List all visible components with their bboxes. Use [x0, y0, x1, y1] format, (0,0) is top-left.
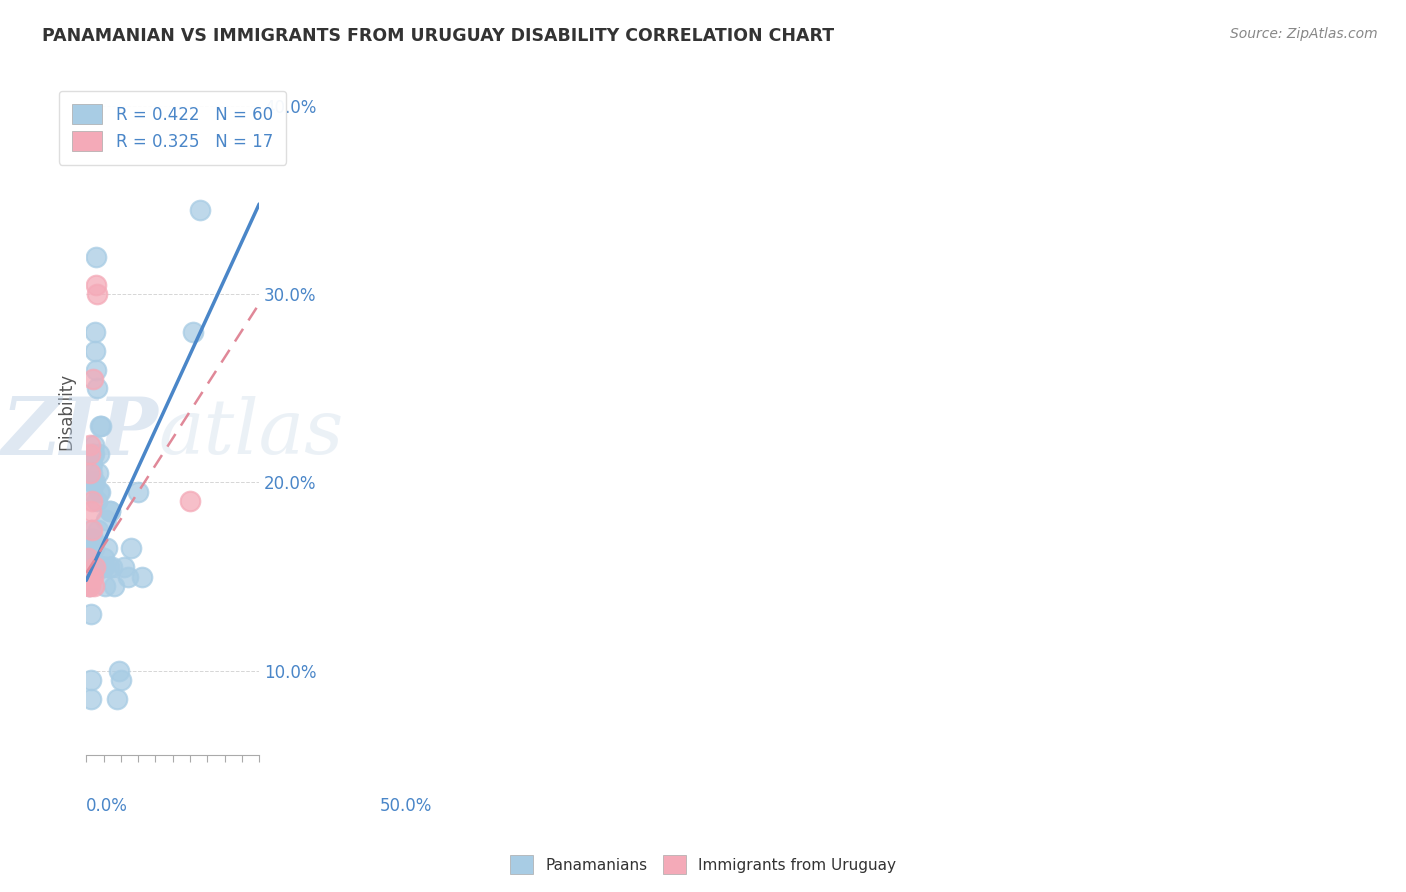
Y-axis label: Disability: Disability: [58, 374, 75, 450]
Point: [79, 438, 101, 452]
Point: [80, 504, 103, 518]
Point: [84, 362, 107, 376]
Point: [80, 523, 103, 537]
Point: [89, 484, 111, 499]
Point: [80, 607, 103, 622]
Point: [84, 325, 107, 339]
Point: [80, 541, 103, 556]
Text: Source: ZipAtlas.com: Source: ZipAtlas.com: [1230, 27, 1378, 41]
Point: [94, 579, 117, 593]
Point: [82, 475, 104, 490]
Point: [79, 560, 101, 574]
Point: [108, 664, 131, 678]
Point: [101, 560, 124, 574]
Text: ZIP: ZIP: [1, 393, 159, 471]
Point: [107, 692, 129, 706]
Point: [83, 541, 105, 556]
Point: [80, 494, 103, 508]
Point: [83, 579, 105, 593]
Point: [98, 504, 121, 518]
Point: [79, 541, 101, 556]
Point: [131, 569, 153, 583]
Point: [93, 560, 115, 574]
Text: 0.0%: 0.0%: [86, 797, 128, 814]
Point: [112, 560, 135, 574]
Point: [179, 494, 201, 508]
Point: [110, 673, 132, 687]
Point: [80, 475, 103, 490]
Point: [77, 569, 100, 583]
Point: [89, 484, 111, 499]
Point: [90, 419, 112, 434]
Point: [79, 550, 101, 565]
Point: [86, 381, 108, 395]
Point: [79, 550, 101, 565]
Point: [93, 550, 115, 565]
Text: PANAMANIAN VS IMMIGRANTS FROM URUGUAY DISABILITY CORRELATION CHART: PANAMANIAN VS IMMIGRANTS FROM URUGUAY DI…: [42, 27, 834, 45]
Text: atlas: atlas: [159, 395, 344, 469]
Point: [82, 569, 104, 583]
Point: [79, 466, 101, 480]
Point: [77, 550, 100, 565]
Point: [86, 494, 108, 508]
Point: [84, 475, 107, 490]
Point: [86, 287, 108, 301]
Point: [80, 523, 103, 537]
Point: [82, 466, 104, 480]
Point: [90, 560, 112, 574]
Point: [100, 504, 122, 518]
Point: [84, 343, 107, 358]
Point: [83, 447, 105, 461]
Point: [91, 560, 114, 574]
Legend: R = 0.422   N = 60, R = 0.325   N = 17: R = 0.422 N = 60, R = 0.325 N = 17: [59, 91, 287, 165]
Point: [79, 579, 101, 593]
Point: [80, 673, 103, 687]
Point: [97, 560, 120, 574]
Point: [84, 277, 107, 292]
Point: [80, 560, 103, 574]
Text: 50.0%: 50.0%: [380, 797, 432, 814]
Point: [87, 447, 110, 461]
Point: [80, 692, 103, 706]
Point: [86, 466, 108, 480]
Point: [87, 523, 110, 537]
Point: [82, 484, 104, 499]
Point: [79, 447, 101, 461]
Point: [89, 419, 111, 434]
Point: [77, 579, 100, 593]
Point: [83, 438, 105, 452]
Point: [183, 325, 205, 339]
Point: [96, 541, 118, 556]
Point: [82, 532, 104, 546]
Point: [84, 560, 107, 574]
Point: [117, 569, 139, 583]
Point: [84, 250, 107, 264]
Point: [190, 202, 212, 217]
Point: [80, 532, 103, 546]
Point: [96, 513, 118, 527]
Point: [82, 372, 104, 386]
Point: [77, 579, 100, 593]
Point: [82, 447, 104, 461]
Point: [120, 541, 142, 556]
Point: [80, 457, 103, 471]
Point: [103, 579, 125, 593]
Point: [77, 569, 100, 583]
Point: [127, 484, 149, 499]
Point: [79, 532, 101, 546]
Legend: Panamanians, Immigrants from Uruguay: Panamanians, Immigrants from Uruguay: [503, 849, 903, 880]
